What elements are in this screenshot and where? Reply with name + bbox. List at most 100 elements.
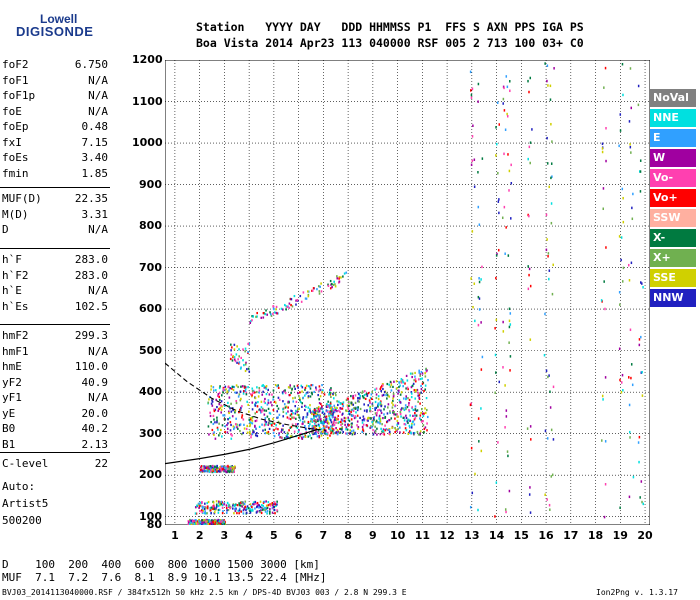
noise-point [621, 62, 624, 66]
data-point [255, 390, 258, 394]
data-point [317, 420, 320, 423]
noise-point [618, 235, 621, 238]
data-point [212, 468, 214, 471]
data-point [256, 434, 259, 438]
data-point [327, 426, 330, 429]
data-point [264, 313, 267, 316]
data-point [270, 422, 272, 425]
noise-point [639, 170, 641, 173]
data-point [211, 521, 213, 525]
data-point [212, 507, 214, 510]
data-point [392, 397, 394, 400]
data-point [338, 276, 341, 279]
data-point [262, 504, 264, 507]
noise-point [474, 472, 476, 476]
data-point [319, 285, 321, 288]
noise-point [604, 66, 607, 70]
data-point [309, 404, 311, 407]
data-point [249, 508, 251, 511]
data-point [215, 505, 218, 508]
data-point [267, 388, 270, 392]
param-value: N/A [88, 391, 108, 404]
data-point [338, 277, 340, 280]
data-point [289, 393, 291, 397]
data-point [335, 421, 337, 424]
data-point [344, 417, 347, 420]
param-row-foe: foE N/A [2, 104, 108, 119]
data-point [382, 432, 385, 435]
data-point [421, 377, 424, 380]
data-point [357, 406, 360, 409]
data-point [228, 411, 230, 415]
data-point [229, 407, 231, 410]
data-point [361, 395, 364, 398]
data-point [271, 421, 274, 425]
data-point [252, 429, 254, 432]
data-point [380, 427, 382, 430]
data-point [362, 428, 364, 431]
data-point [407, 397, 409, 400]
data-point [281, 428, 283, 432]
data-point [280, 307, 283, 310]
data-point [264, 432, 267, 435]
data-point [329, 404, 332, 407]
x-tick-label: 12 [439, 529, 455, 542]
data-point [233, 355, 236, 359]
data-point [342, 404, 344, 408]
data-point [230, 466, 232, 470]
param-value: N/A [88, 89, 108, 102]
data-point [411, 384, 414, 387]
data-point [205, 470, 208, 473]
data-point [268, 512, 271, 515]
data-point [218, 422, 220, 425]
data-point [217, 508, 220, 512]
data-point [222, 391, 225, 394]
x-tick-label: 9 [369, 529, 377, 542]
data-point [273, 422, 276, 425]
noise-point [498, 198, 500, 201]
data-point [243, 386, 246, 389]
data-point [315, 420, 317, 423]
data-point [346, 432, 348, 435]
noise-point [620, 381, 623, 384]
noise-point [550, 475, 553, 478]
data-point [328, 393, 330, 396]
data-point [335, 431, 338, 434]
data-point [297, 407, 299, 410]
data-point [298, 407, 300, 410]
data-point [239, 399, 242, 402]
x-tick-label: 4 [245, 529, 253, 542]
data-point [290, 425, 293, 429]
data-point [212, 469, 214, 472]
data-point [268, 393, 271, 396]
param-separator [0, 324, 110, 325]
noise-point [505, 409, 508, 412]
data-point [227, 504, 230, 507]
data-point [415, 414, 418, 417]
data-point [364, 397, 367, 401]
data-point [240, 385, 242, 388]
data-point [213, 468, 216, 471]
noise-point [504, 508, 507, 511]
param-value: 110.0 [74, 360, 108, 373]
data-point [345, 409, 347, 412]
data-point [204, 505, 207, 509]
data-point [232, 466, 234, 469]
data-point [311, 418, 314, 421]
data-point [233, 358, 236, 361]
param-name: foE [2, 104, 22, 118]
data-point [311, 420, 314, 423]
data-point [411, 420, 414, 423]
data-point [289, 297, 292, 301]
data-point [321, 411, 324, 414]
data-point [335, 427, 337, 430]
data-point [251, 422, 254, 425]
data-point [408, 424, 411, 427]
y-tick-label: 1100 [132, 94, 163, 108]
noise-point [506, 85, 509, 89]
data-point [301, 420, 304, 423]
noise-point [630, 261, 633, 265]
data-point [203, 465, 206, 468]
data-point [235, 507, 237, 510]
data-point [249, 423, 252, 426]
